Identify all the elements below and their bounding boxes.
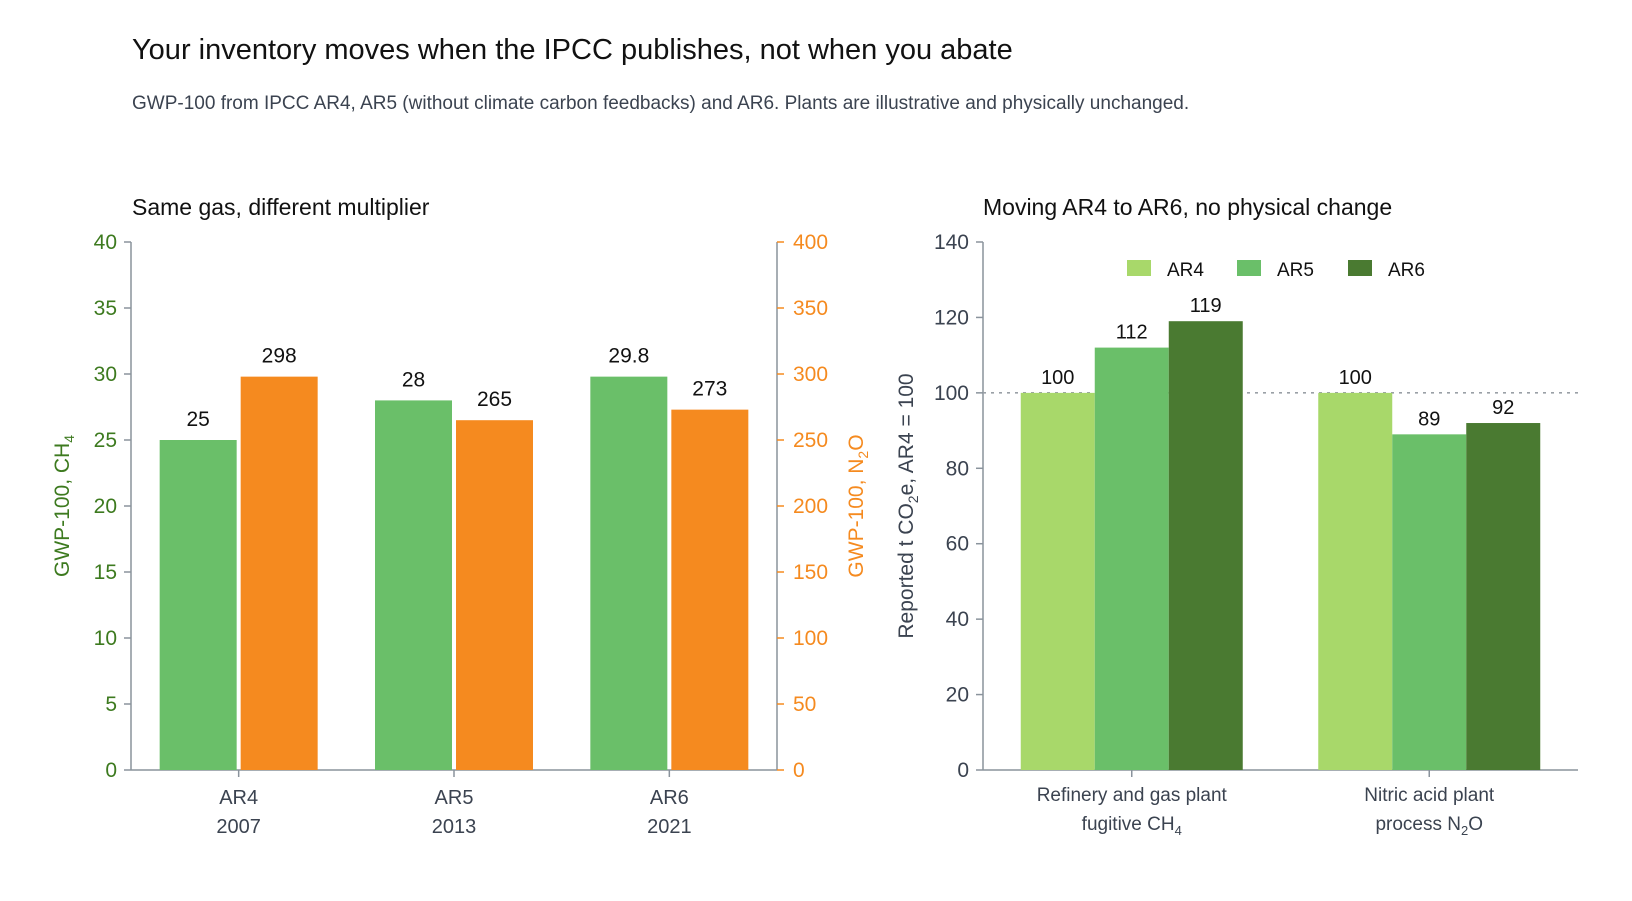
legend-label-ar6: AR6 <box>1388 260 1425 281</box>
x-tick-label: AR5 <box>435 787 474 809</box>
bar <box>375 400 452 770</box>
legend-swatch-ar4 <box>1127 260 1151 276</box>
right-y-tick-label: 0 <box>793 759 805 782</box>
chart-title: Your inventory moves when the IPCC publi… <box>132 34 1013 66</box>
bar-value-label: 92 <box>1492 397 1514 419</box>
bar-ar6 <box>1168 321 1243 770</box>
bar <box>590 376 668 770</box>
right-y-tick-label: 250 <box>793 429 828 452</box>
bar-ar4 <box>1318 392 1393 770</box>
y-tick-label: 100 <box>934 382 969 405</box>
left-y-tick-label: 5 <box>105 693 117 716</box>
right-y-tick-label: 400 <box>793 231 828 254</box>
x-tick-label: Nitric acid plant <box>1364 785 1495 806</box>
right-y-tick-label: 200 <box>793 495 828 518</box>
bar-ar6 <box>1466 423 1541 770</box>
x-tick-label: Refinery and gas plant <box>1037 785 1228 806</box>
bar-value-label: 119 <box>1190 295 1222 317</box>
bar-value-label: 28 <box>402 368 425 391</box>
bar <box>671 409 749 770</box>
left-y-tick-label: 25 <box>94 429 117 452</box>
y-tick-label: 60 <box>946 533 969 556</box>
bar <box>159 440 237 770</box>
bar-ar5 <box>1392 434 1467 770</box>
right-y-axis-title: GWP-100, N2O <box>845 434 871 577</box>
bar-ar4 <box>1020 392 1095 770</box>
legend-swatch-ar6 <box>1348 260 1372 276</box>
left-y-axis-title: GWP-100, CH4 <box>51 435 77 577</box>
right-panel-title: Moving AR4 to AR6, no physical change <box>983 194 1393 220</box>
bar-ar5 <box>1094 347 1169 770</box>
bar-value-label: 25 <box>186 408 209 431</box>
left-y-tick-label: 15 <box>94 561 117 584</box>
left-y-tick-label: 30 <box>94 363 117 386</box>
x-tick-label: 2021 <box>647 816 692 838</box>
right-y-tick-label: 50 <box>793 693 816 716</box>
left-y-tick-label: 10 <box>94 627 117 650</box>
x-tick-label: 2013 <box>432 816 477 838</box>
x-tick-label: process N2O <box>1375 814 1483 838</box>
bar-value-label: 89 <box>1418 408 1440 430</box>
y-tick-label: 20 <box>946 684 969 707</box>
bar-value-label: 112 <box>1116 322 1148 344</box>
bar-value-label: 100 <box>1041 367 1074 389</box>
y-tick-label: 120 <box>934 306 969 329</box>
y-tick-label: 140 <box>934 231 969 254</box>
x-tick-label: fugitive CH4 <box>1082 814 1182 838</box>
right-y-tick-label: 150 <box>793 561 828 584</box>
y-tick-label: 40 <box>946 608 969 631</box>
right-chart-y-axis-title: Reported t CO2e, AR4 = 100 <box>895 373 921 638</box>
bar-value-label: 29.8 <box>608 345 649 368</box>
left-y-tick-label: 0 <box>105 759 117 782</box>
legend-swatch-ar5 <box>1237 260 1261 276</box>
bar-value-label: 298 <box>262 345 297 368</box>
x-tick-label: AR6 <box>650 787 689 809</box>
y-tick-label: 80 <box>946 457 969 480</box>
left-y-tick-label: 20 <box>94 495 117 518</box>
y-tick-label: 0 <box>957 759 969 782</box>
bar-value-label: 273 <box>692 378 727 401</box>
bar-value-label: 100 <box>1339 367 1372 389</box>
left-y-tick-label: 35 <box>94 297 117 320</box>
x-tick-label: 2007 <box>216 816 261 838</box>
right-y-tick-label: 300 <box>793 363 828 386</box>
legend-label-ar4: AR4 <box>1167 260 1204 281</box>
left-y-tick-label: 40 <box>94 231 117 254</box>
bar <box>240 376 318 770</box>
chart-subtitle: GWP-100 from IPCC AR4, AR5 (without clim… <box>132 93 1190 114</box>
right-y-tick-label: 100 <box>793 627 828 650</box>
bar-value-label: 265 <box>477 388 512 411</box>
x-tick-label: AR4 <box>219 787 258 809</box>
right-y-tick-label: 350 <box>793 297 828 320</box>
bar <box>456 420 533 770</box>
legend-label-ar5: AR5 <box>1277 260 1314 281</box>
left-panel-title: Same gas, different multiplier <box>132 194 430 220</box>
